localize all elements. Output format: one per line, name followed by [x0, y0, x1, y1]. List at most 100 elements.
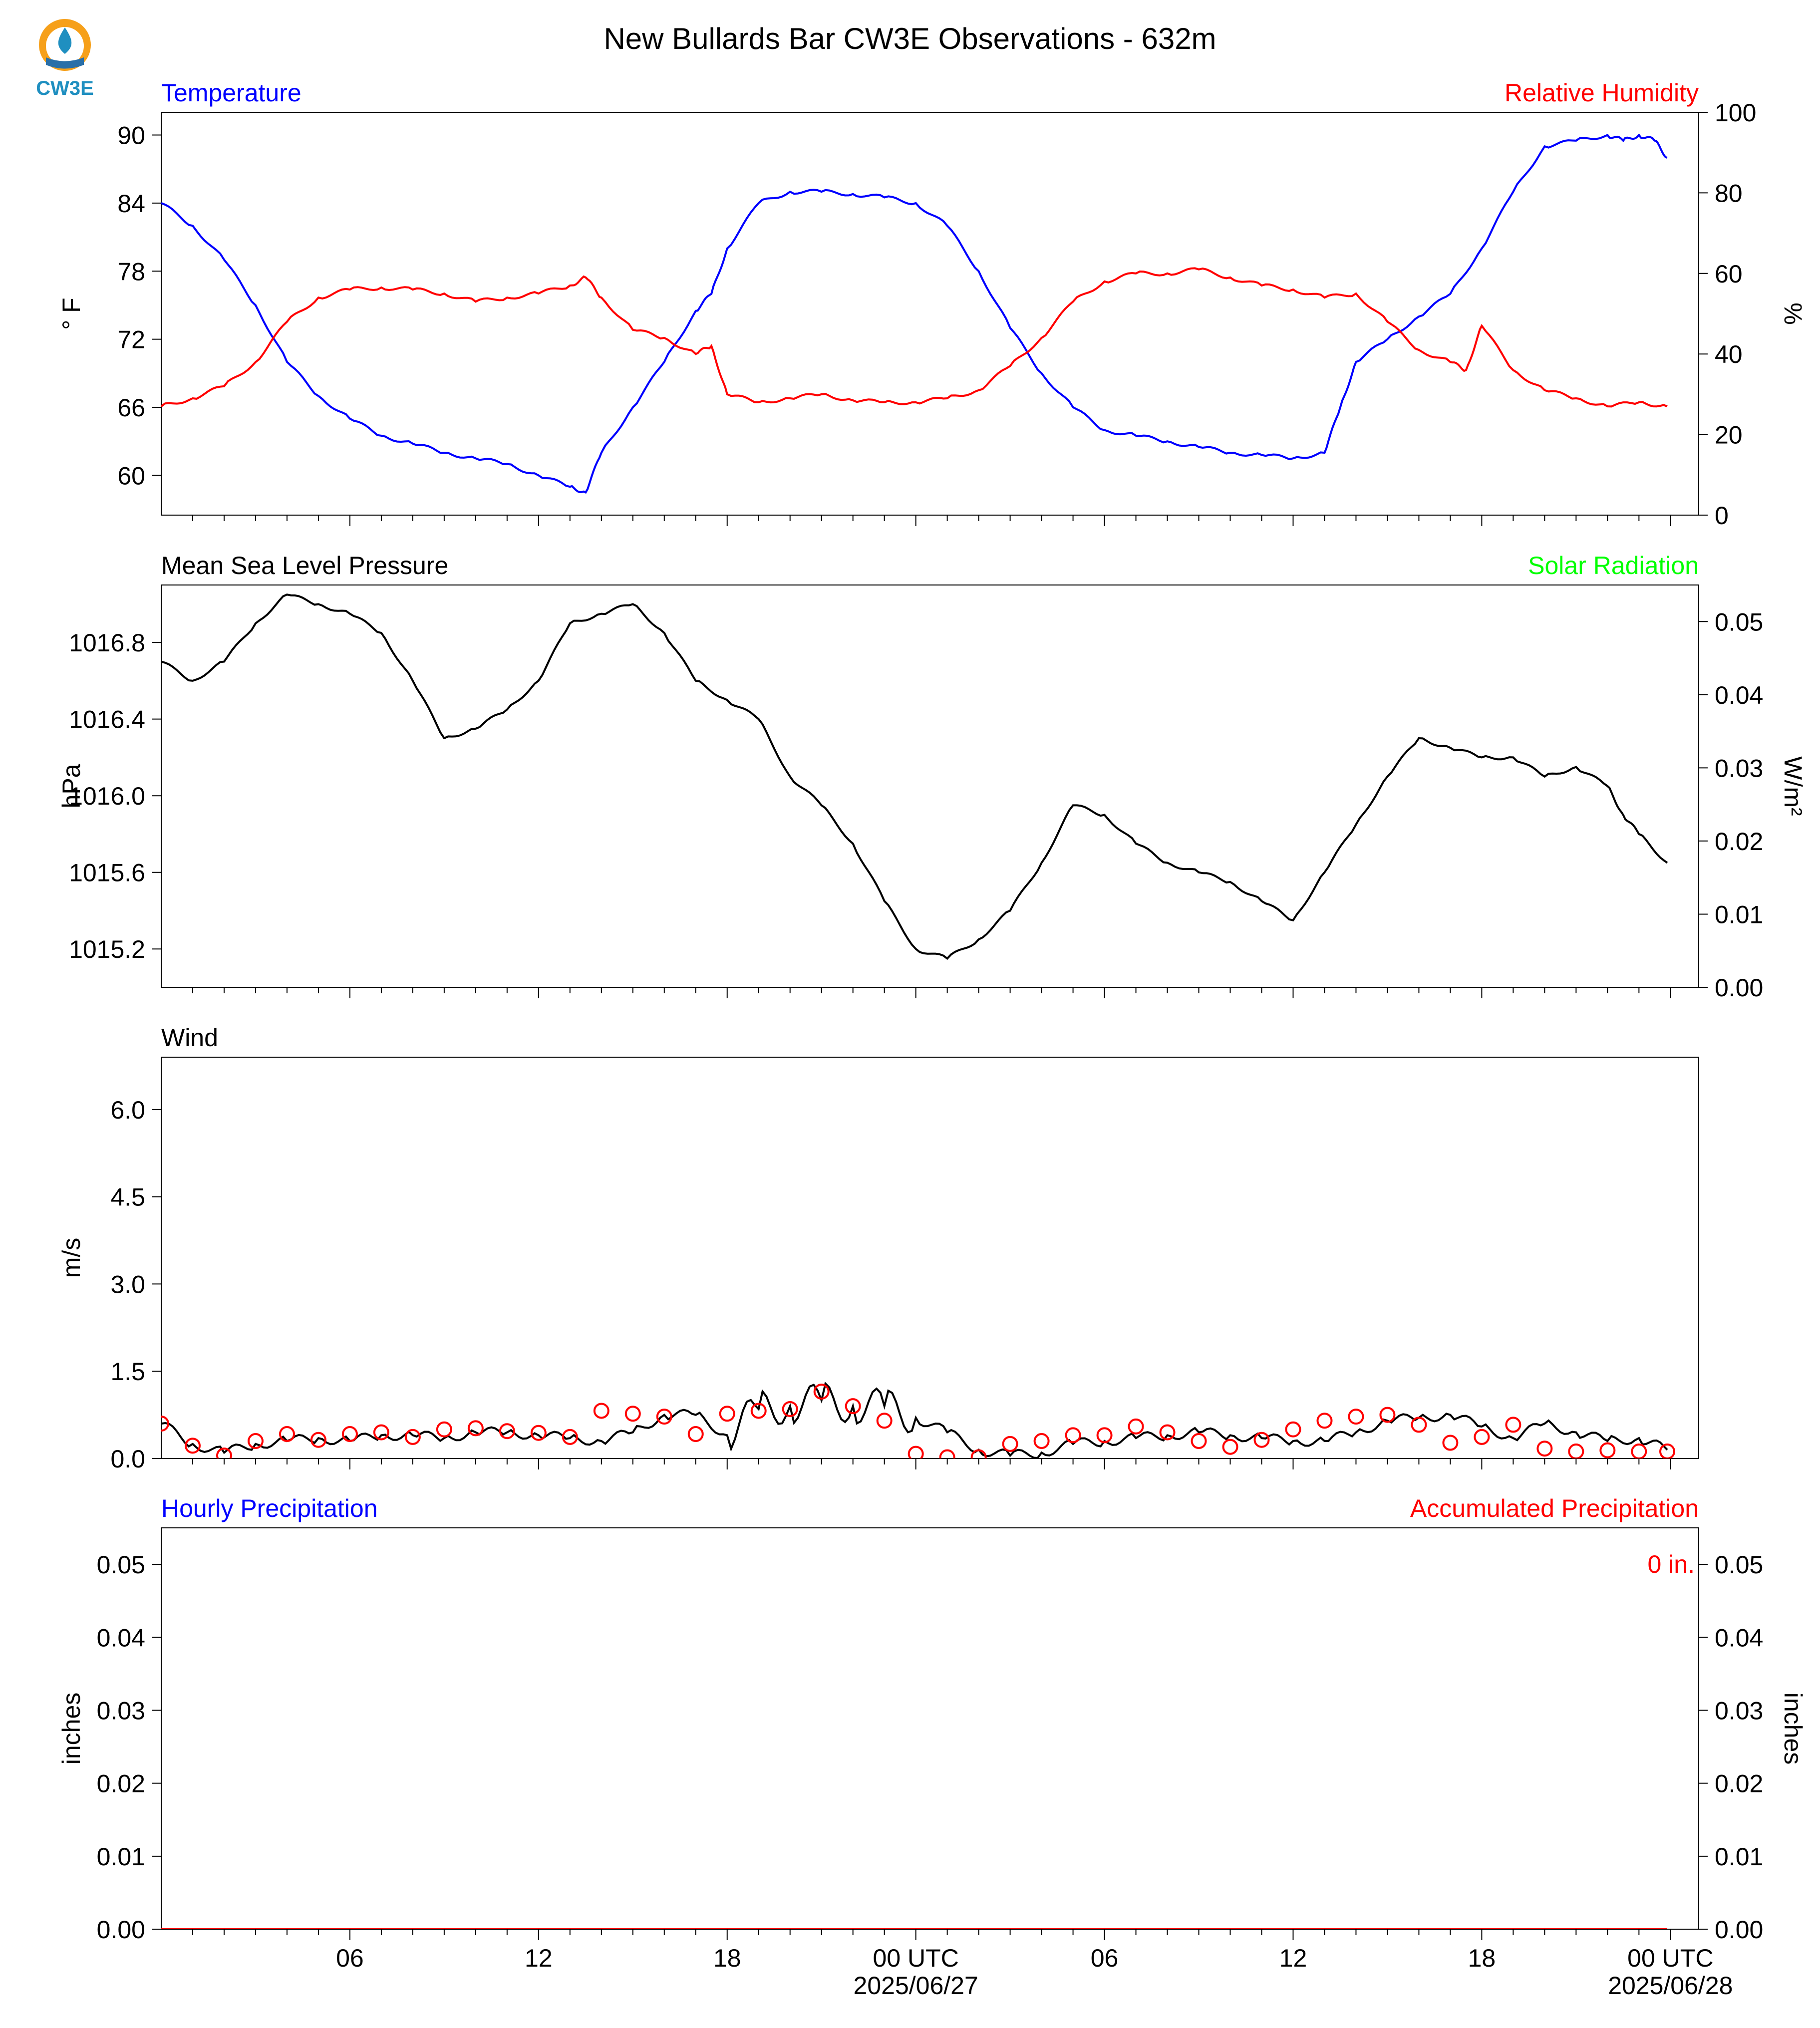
- wind-hourly-marker: [1191, 1433, 1207, 1449]
- y-right-axis-label: %: [1779, 302, 1807, 324]
- wind-hourly-marker: [1128, 1418, 1144, 1435]
- x-tick-label: 18: [1468, 1944, 1496, 1972]
- y-right-tick-label: 0.02: [1715, 1770, 1763, 1798]
- x-tick-label: 00 UTC: [1627, 1944, 1713, 1972]
- cw3e-logo: CW3E: [36, 19, 94, 99]
- plot-frame: [161, 584, 1699, 988]
- y-right-tick-label: 0.02: [1715, 828, 1763, 856]
- x-tick-sublabel: 2025/06/28: [1608, 1972, 1733, 2000]
- panel-left-title: Temperature: [161, 79, 302, 107]
- y-tick-label: 90: [117, 121, 145, 149]
- panel-3: Wind 0.0 1.5 3.0 4.5 6.0 m/s: [57, 1024, 1699, 1473]
- x-tick-label: 00 UTC: [873, 1944, 959, 1972]
- panel-left-title: Wind: [161, 1024, 218, 1052]
- y-tick-label: 1015.2: [69, 935, 145, 963]
- wind-hourly-marker: [1065, 1427, 1081, 1444]
- panel-left-title: Hourly Precipitation: [161, 1494, 378, 1522]
- y-tick-label: 0.0: [110, 1445, 145, 1473]
- wind-hourly-marker: [436, 1421, 452, 1438]
- y-tick-label: 1016.4: [69, 706, 145, 734]
- plot-frame: [161, 112, 1699, 516]
- wind-hourly-marker: [1659, 1444, 1676, 1458]
- wind-hourly-marker: [719, 1406, 735, 1422]
- x-tick-label: 06: [336, 1944, 364, 1972]
- y-axis-label: m/s: [57, 1238, 85, 1278]
- wind-hourly-marker: [310, 1432, 326, 1448]
- y-right-tick-label: 0.03: [1715, 754, 1763, 782]
- y-tick-label: 66: [117, 394, 145, 422]
- y-tick-label: 0.00: [97, 1916, 145, 1944]
- y-right-tick-label: 0.00: [1715, 1916, 1763, 1944]
- wind-hourly-marker: [1599, 1442, 1616, 1458]
- wind-hourly-marker: [279, 1426, 295, 1443]
- series-line-1: [161, 133, 1668, 494]
- wind-hourly-marker: [1033, 1433, 1050, 1449]
- x-tick-label: 12: [1279, 1944, 1307, 1972]
- wind-hourly-marker: [1536, 1441, 1553, 1457]
- plot-frame: [161, 1057, 1699, 1459]
- panel-2: Mean Sea Level Pressure Solar Radiation 10…: [57, 552, 1807, 1002]
- y-right-tick-label: 100: [1715, 99, 1756, 127]
- y-tick-label: 84: [117, 190, 145, 218]
- wind-hourly-marker: [1096, 1427, 1113, 1444]
- y-tick-label: 0.02: [97, 1770, 145, 1798]
- wind-hourly-marker: [216, 1448, 232, 1458]
- wind-hourly-marker: [341, 1426, 358, 1443]
- wind-hourly-marker: [593, 1403, 609, 1419]
- wind-hourly-marker: [247, 1433, 264, 1449]
- x-tick-label: 06: [1091, 1944, 1119, 1972]
- panel-right-title: Relative Humidity: [1505, 79, 1699, 107]
- x-tick-label: 12: [525, 1944, 553, 1972]
- y-right-tick-label: 0.03: [1715, 1697, 1763, 1725]
- wind-hourly-marker: [970, 1449, 987, 1458]
- wave-icon: [46, 57, 84, 69]
- logo-text: CW3E: [36, 77, 94, 99]
- y-right-tick-label: 20: [1715, 421, 1743, 449]
- panel-right-title: Solar Radiation: [1528, 552, 1699, 579]
- y-axis-label: inches: [57, 1693, 85, 1765]
- y-right-tick-label: 0.05: [1715, 1551, 1763, 1579]
- wind-hourly-marker: [624, 1406, 641, 1422]
- y-axis-label: ° F: [57, 297, 85, 329]
- water-drop-icon: [58, 27, 72, 54]
- wind-hourly-marker: [467, 1420, 484, 1437]
- wind-hourly-marker: [939, 1449, 955, 1458]
- wind-hourly-marker: [813, 1384, 830, 1400]
- wind-hourly-marker: [845, 1398, 861, 1415]
- y-right-tick-label: 0.04: [1715, 681, 1763, 709]
- panel-4: Hourly Precipitation Accumulated Precipit…: [57, 1494, 1807, 2000]
- wind-hourly-marker: [656, 1409, 672, 1425]
- panels: Temperature Relative Humidity 60 66 72 78 84 90…: [57, 79, 1807, 2000]
- y-tick-label: 1016.0: [69, 782, 145, 810]
- wind-hourly-marker: [184, 1438, 201, 1454]
- wind-hourly-marker: [499, 1423, 515, 1440]
- wind-hourly-marker: [1316, 1413, 1333, 1429]
- series-line-1: [161, 593, 1668, 960]
- y-tick-label: 1.5: [110, 1358, 145, 1386]
- y-right-tick-label: 0.05: [1715, 608, 1763, 636]
- wind-hourly-marker: [1222, 1439, 1238, 1455]
- wind-hourly-marker: [687, 1426, 704, 1443]
- y-right-tick-label: 80: [1715, 179, 1743, 207]
- wind-hourly-marker: [908, 1446, 924, 1458]
- wind-hourly-marker: [530, 1425, 547, 1441]
- panel-left-title: Mean Sea Level Pressure: [161, 552, 448, 579]
- wind-hourly-marker: [1505, 1417, 1521, 1433]
- wind-hourly-marker: [1379, 1407, 1396, 1423]
- y-tick-label: 0.04: [97, 1624, 145, 1652]
- wind-hourly-marker: [1568, 1444, 1584, 1458]
- y-tick-label: 72: [117, 326, 145, 354]
- wind-hourly-marker: [750, 1403, 767, 1419]
- wind-hourly-marker: [1411, 1417, 1427, 1433]
- wind-hourly-marker: [161, 1416, 169, 1432]
- y-tick-label: 4.5: [110, 1183, 145, 1211]
- y-tick-label: 0.01: [97, 1843, 145, 1871]
- y-right-tick-label: 60: [1715, 260, 1743, 288]
- panel-1: Temperature Relative Humidity 60 66 72 78 84 90…: [57, 79, 1807, 530]
- y-right-tick-label: 0.01: [1715, 900, 1763, 928]
- wind-hourly-marker: [1285, 1421, 1301, 1438]
- y-right-tick-label: 0.04: [1715, 1624, 1763, 1652]
- figure-title: New Bullards Bar CW3E Observations - 632…: [604, 22, 1216, 55]
